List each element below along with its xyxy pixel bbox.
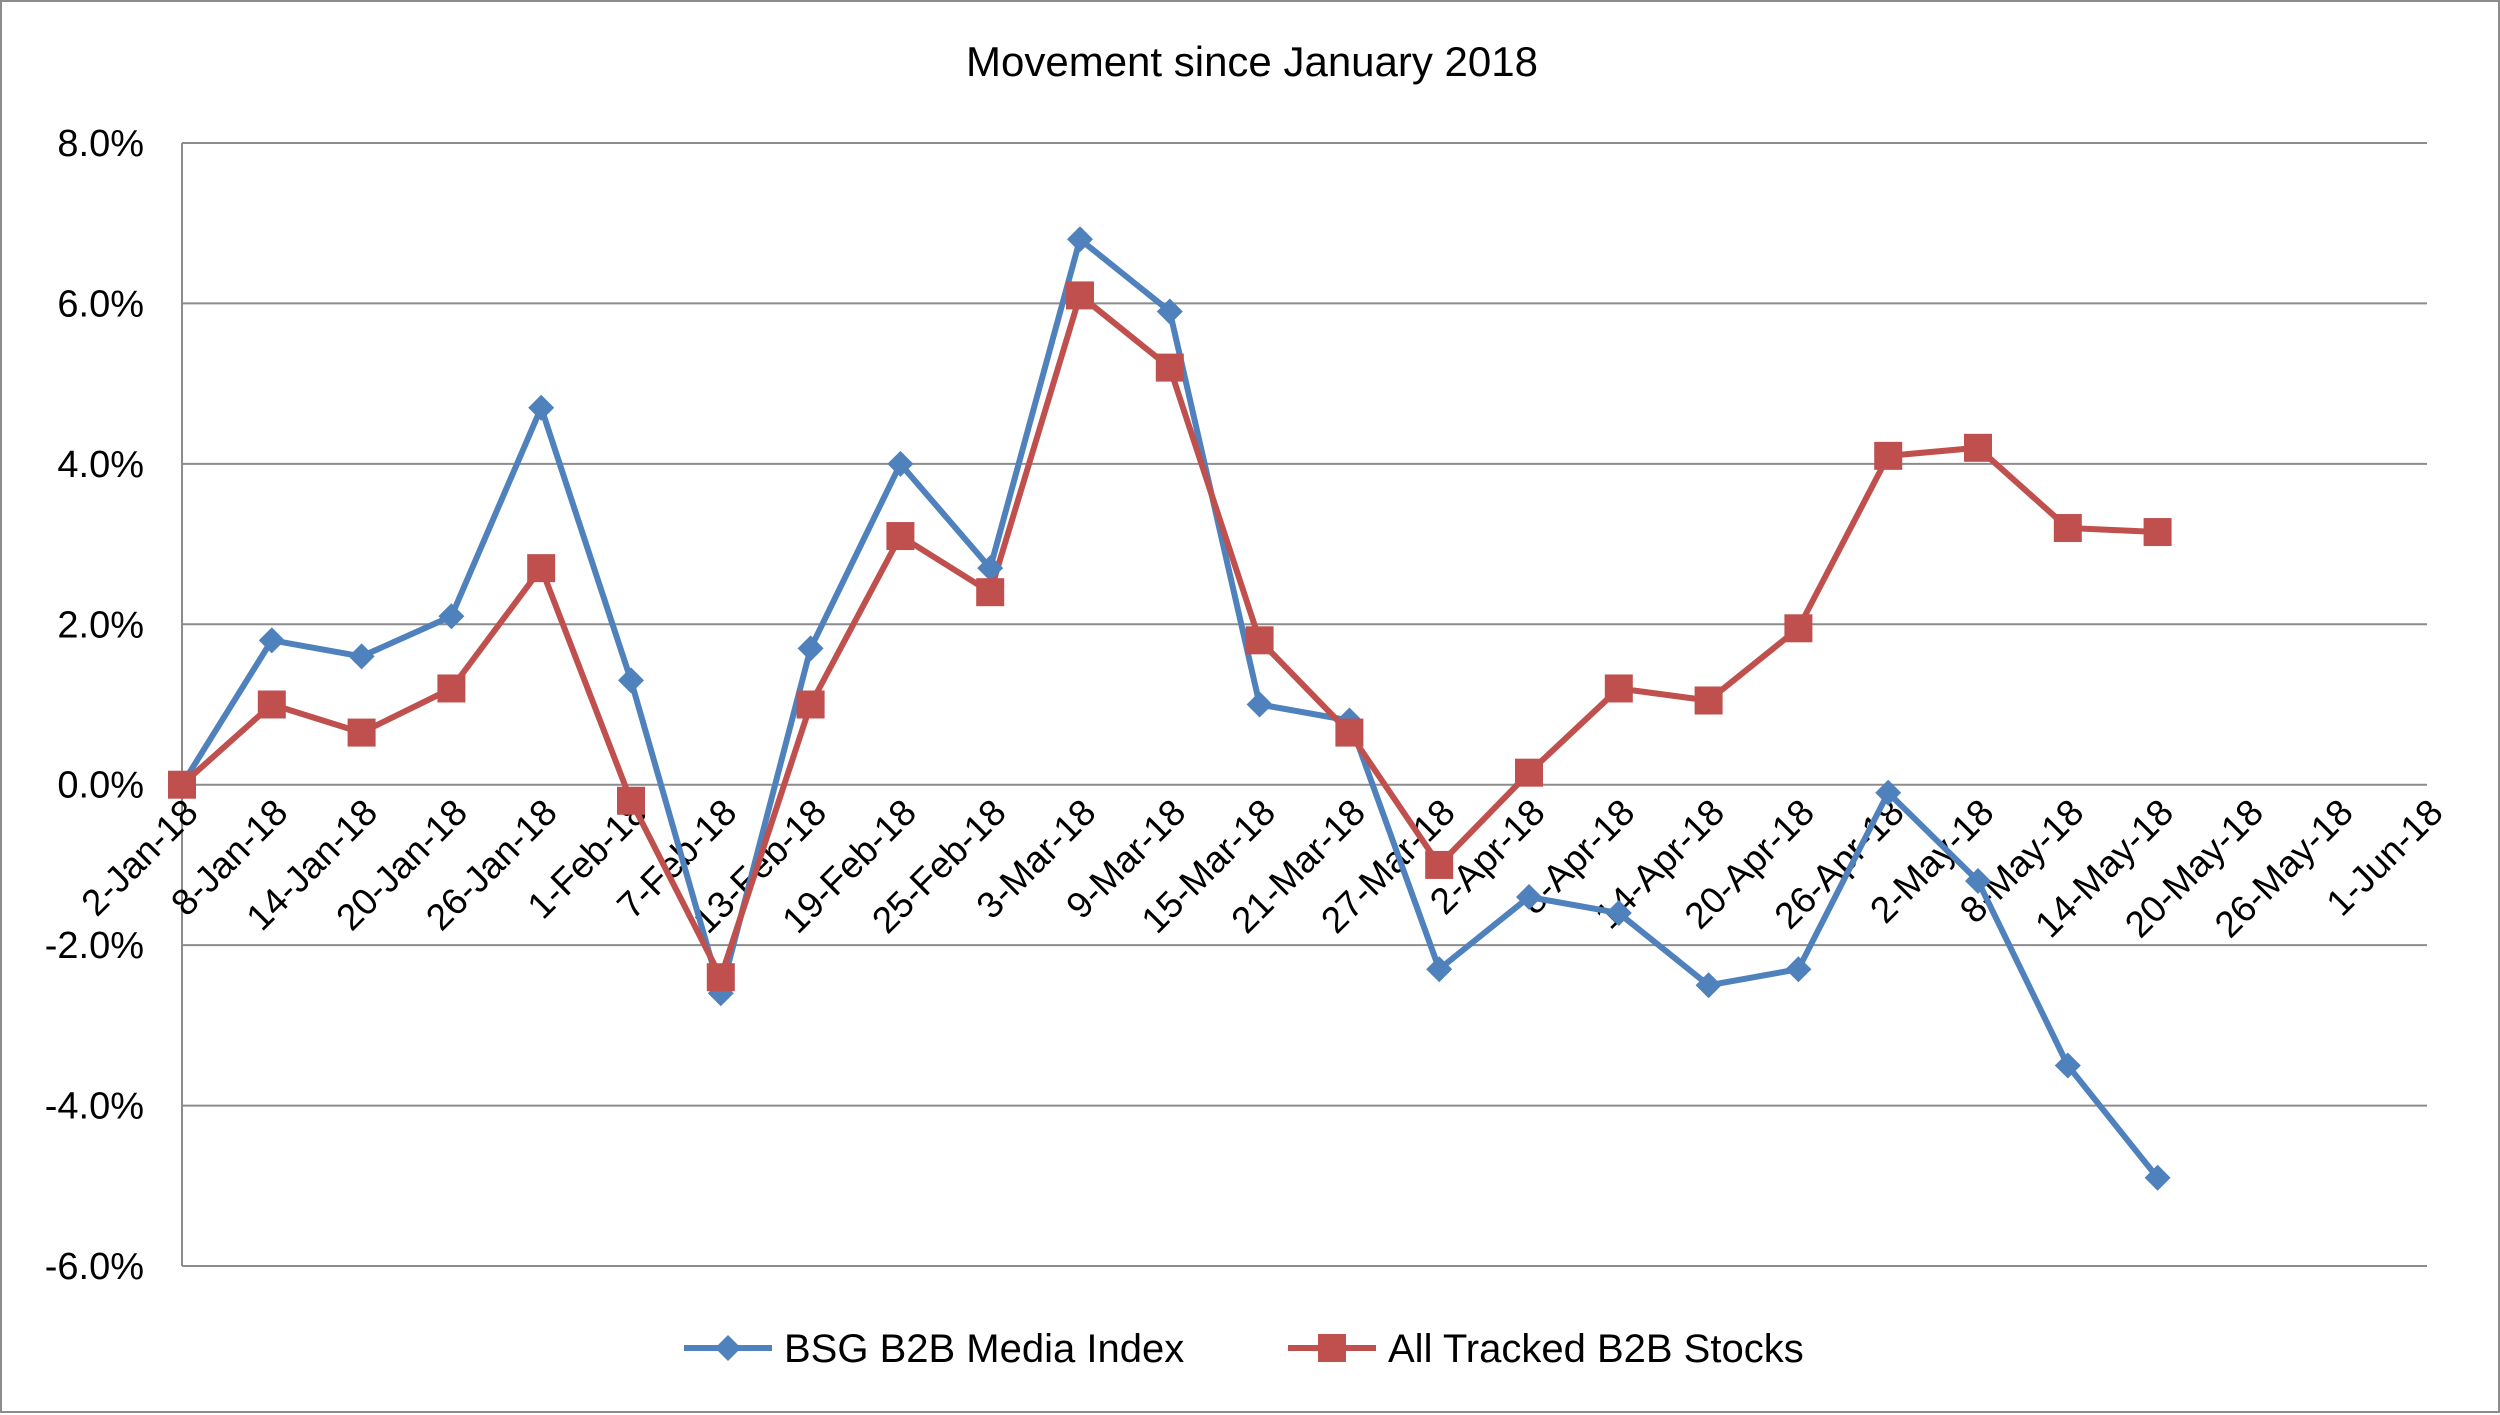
y-axis-tick-labels: 8.0% 6.0% 4.0% 2.0% 0.0% -2.0% -4.0% -6.0% [45,123,144,1288]
y-tick-label: 8.0% [57,123,144,165]
data-point-square [1874,441,1903,470]
y-tick-label: -2.0% [45,925,144,967]
data-point-square [2053,514,2082,543]
data-point-diamond [1067,226,1093,253]
data-point-square [976,578,1005,607]
y-tick-label: -6.0% [45,1246,144,1288]
data-point-square [257,690,286,719]
data-point-diamond [1426,956,1453,983]
series-markers [168,226,2172,1191]
y-tick-label: 2.0% [57,604,144,646]
data-point-diamond [887,450,914,477]
y-tick-label: 0.0% [57,765,144,807]
data-point-diamond [258,627,285,654]
data-point-diamond [1246,691,1273,718]
data-point-diamond [2144,1164,2171,1191]
data-point-square [886,522,915,551]
y-tick-label: 4.0% [57,444,144,486]
data-point-square [1694,686,1723,715]
data-point-diamond [1156,298,1183,325]
data-point-square [1784,614,1813,643]
data-point-square [1425,850,1454,879]
data-point-diamond [438,603,465,630]
data-point-square [347,718,376,747]
data-point-square [796,690,825,719]
data-point-diamond [348,643,375,670]
data-point-square [1515,758,1543,787]
data-point-square [1964,433,1992,462]
x-axis-tick-labels: 2-Jan-188-Jan-1814-Jan-1820-Jan-1826-Jan… [73,791,2450,945]
legend-label: All Tracked B2B Stocks [1388,1327,1804,1371]
legend-label: BSG B2B Media Index [784,1327,1184,1371]
data-point-square [1245,626,1274,655]
data-point-square [1155,353,1184,382]
y-tick-label: -4.0% [45,1086,144,1128]
data-point-diamond [977,555,1004,582]
data-point-square [1604,674,1633,703]
data-point-diamond [1785,956,1812,983]
data-point-square [1066,281,1094,310]
data-point-square [168,770,196,799]
data-point-square [617,786,645,815]
data-point-square [2143,518,2172,547]
gridlines [181,142,2427,1267]
data-point-square [437,674,466,703]
legend-marker-square [1318,1334,1346,1362]
data-point-diamond [1965,867,1991,894]
legend: BSG B2B Media Index All Tracked B2B Stock… [684,1327,1804,1371]
y-tick-label: 6.0% [57,283,144,325]
data-point-diamond [1516,884,1542,911]
data-point-diamond [797,635,824,662]
data-point-square [1335,718,1364,747]
data-point-diamond [1695,972,1722,999]
data-point-diamond [2054,1052,2081,1079]
legend-marker-diamond [715,1335,741,1361]
data-point-square [527,554,556,583]
data-point-diamond [1605,900,1632,927]
data-point-diamond [528,394,555,421]
data-point-square [706,963,735,992]
data-point-diamond [618,667,644,694]
chart-title: Movement since January 2018 [966,38,1538,85]
data-point-diamond [1875,779,1902,806]
